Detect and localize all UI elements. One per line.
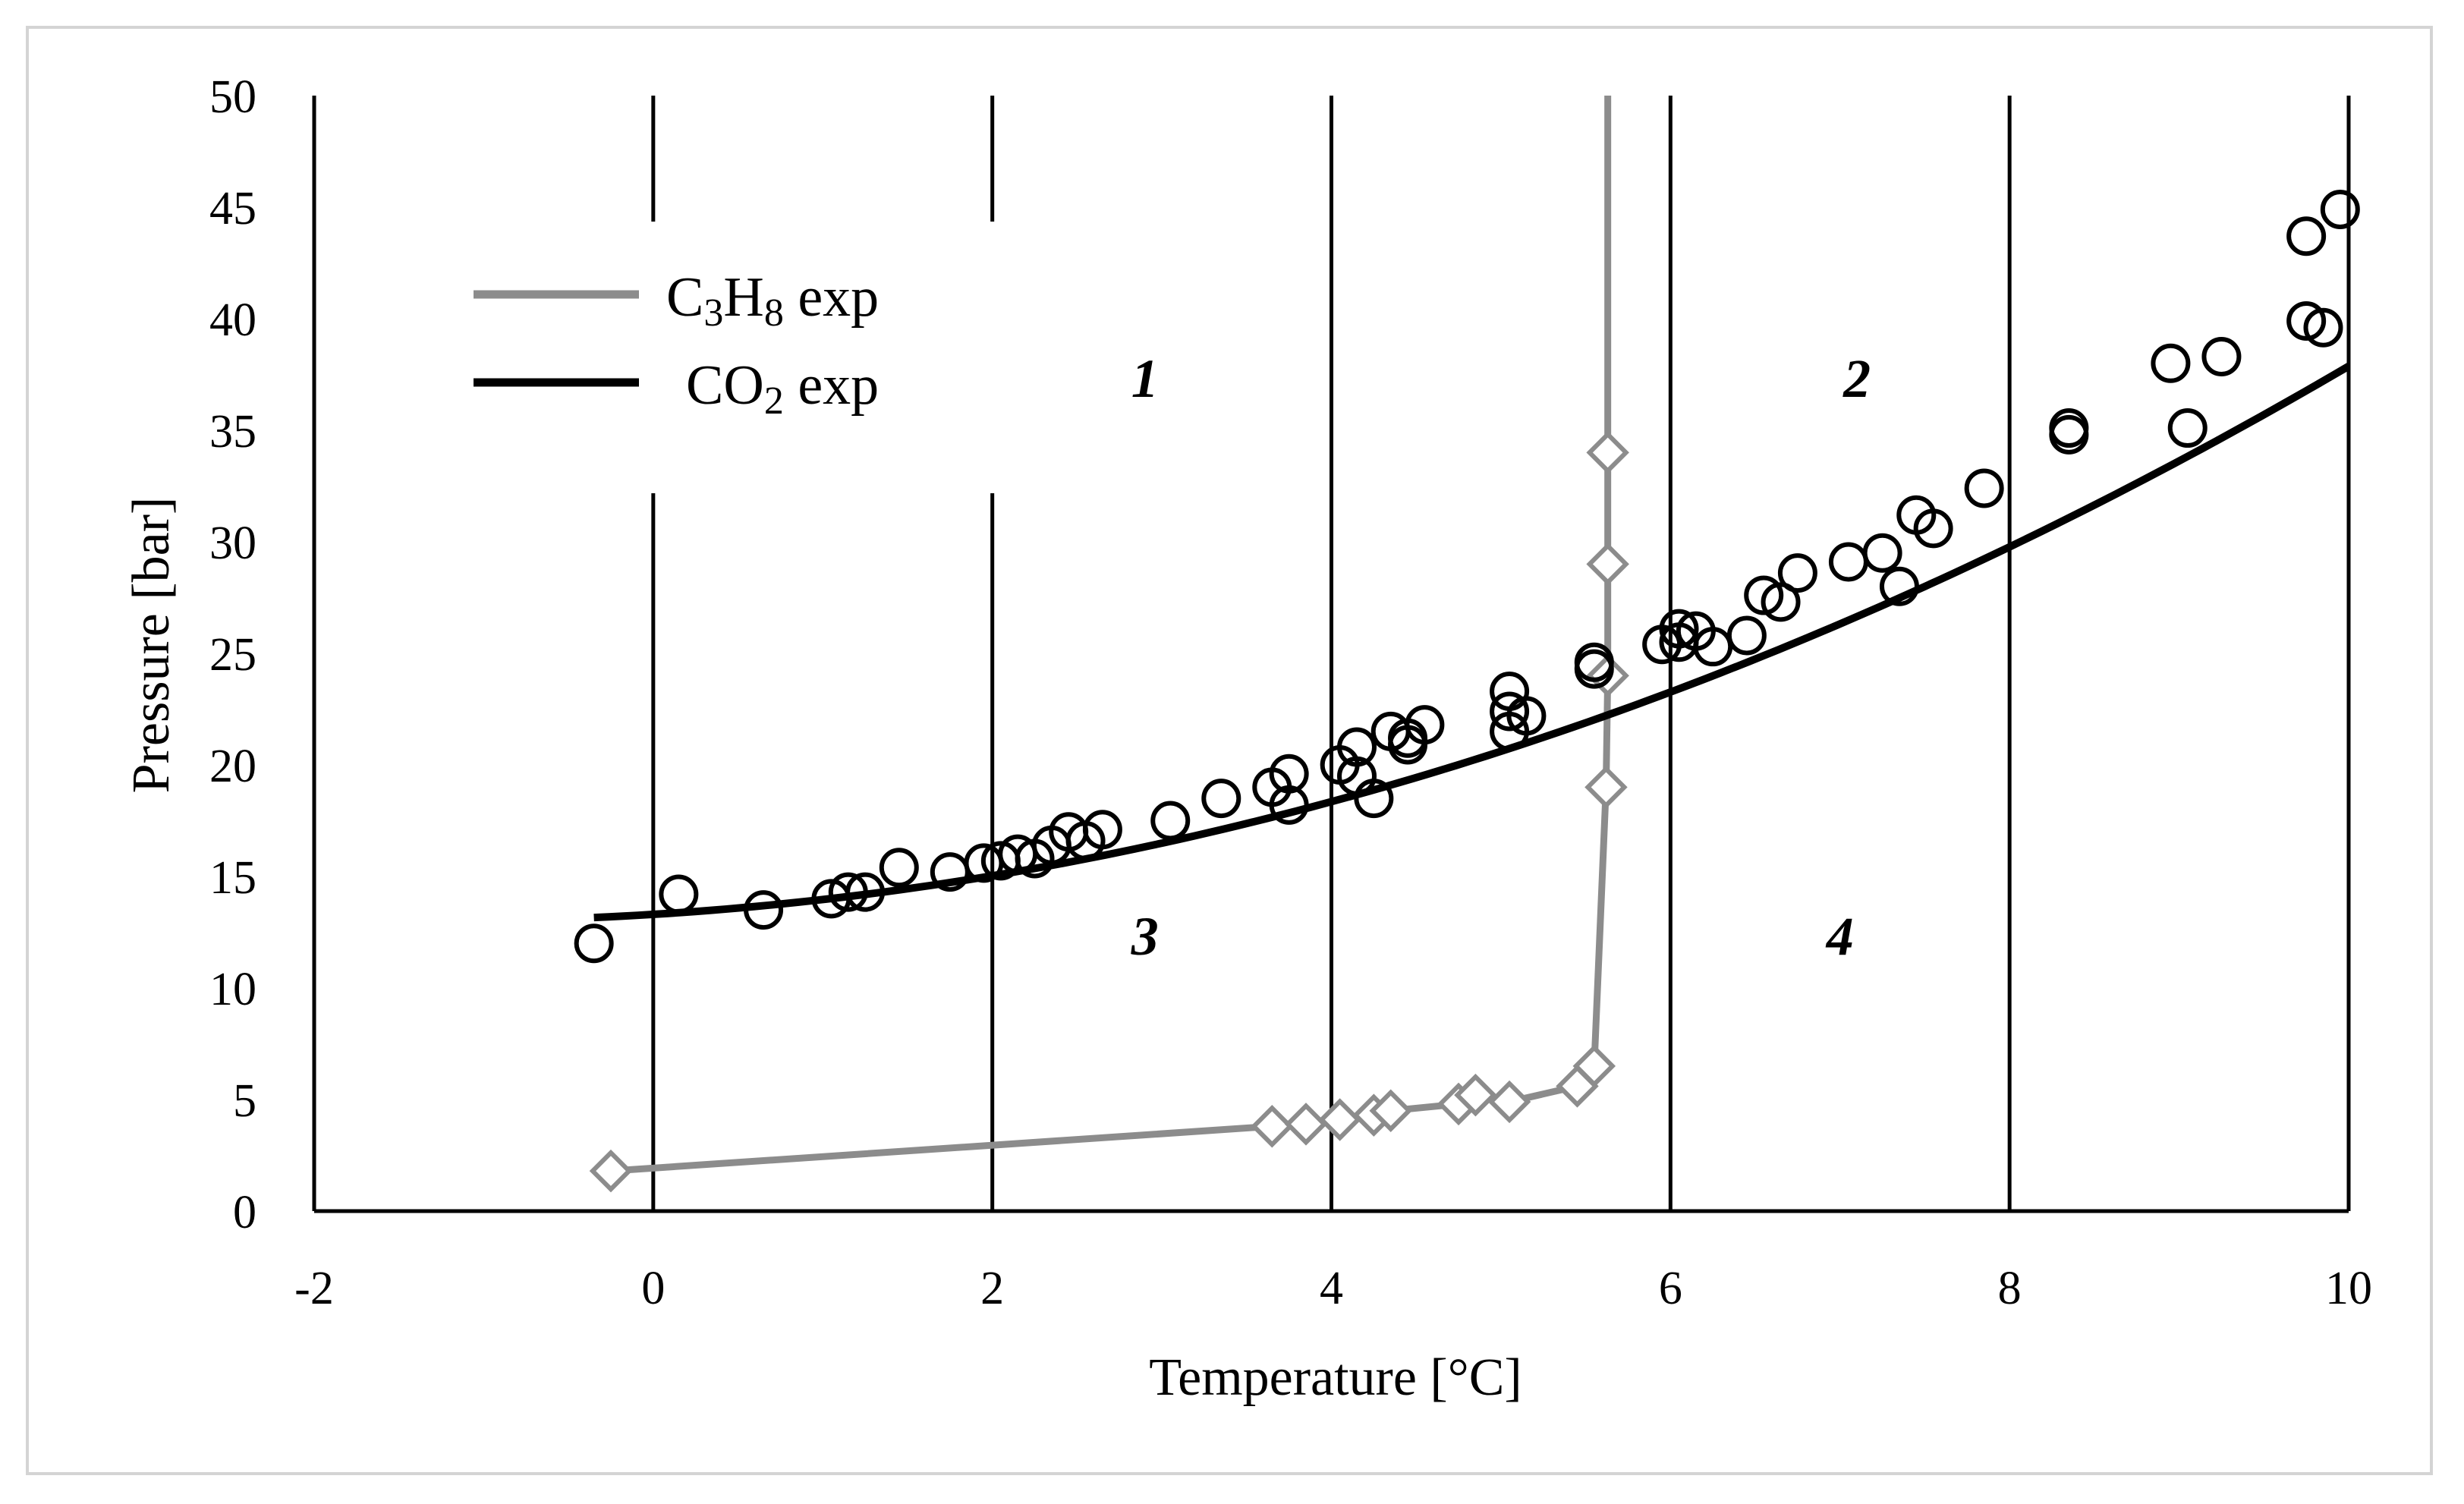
co2-point xyxy=(2049,408,2089,448)
y-tick-label: 10 xyxy=(209,964,256,1015)
c3h8-point xyxy=(1251,1105,1294,1148)
c3h8-point xyxy=(1284,1103,1328,1146)
co2-point xyxy=(2286,300,2327,341)
y-tick-label: 20 xyxy=(209,741,256,792)
co2-point xyxy=(2167,408,2208,448)
legend-label-co2: CO2 exp xyxy=(686,354,879,423)
c3h8-point xyxy=(1318,1098,1361,1141)
co2-point xyxy=(1777,553,1817,593)
c3h8-line xyxy=(610,96,1612,1175)
x-tick-label: 10 xyxy=(2325,1263,2372,1314)
c3h8-point xyxy=(1586,431,1629,474)
y-tick-label: 40 xyxy=(209,294,256,346)
co2-point xyxy=(659,874,699,914)
x-tick-label: 0 xyxy=(641,1263,665,1314)
y-tick-label: 50 xyxy=(209,71,256,123)
co2-fit-line xyxy=(593,363,2351,922)
co2-point xyxy=(1490,691,1530,732)
legend-label-c3h8: C3H8 exp xyxy=(666,266,879,335)
x-tick-label: 6 xyxy=(1659,1263,1682,1314)
co2-point xyxy=(1506,696,1547,736)
legend: C3H8 exp CO2 exp xyxy=(474,266,879,423)
c3h8-point xyxy=(1572,1044,1616,1088)
co2-point xyxy=(1574,642,1614,682)
region-label-3: 3 xyxy=(1131,906,1159,967)
y-tick-label: 0 xyxy=(233,1187,256,1238)
x-tick-label: 4 xyxy=(1320,1263,1343,1314)
co2-point xyxy=(1201,779,1241,819)
chart-frame xyxy=(26,26,2433,1475)
x-axis-title: Temperature [°C] xyxy=(1149,1348,1522,1407)
y-tick-label: 5 xyxy=(233,1075,256,1127)
y-axis-title: Pressure [bar] xyxy=(122,497,181,794)
gridlines xyxy=(651,96,2351,1211)
y-tick-label: 35 xyxy=(209,406,256,458)
co2-point xyxy=(2201,336,2242,376)
y-tick-label: 15 xyxy=(209,852,256,904)
y-tick-label: 25 xyxy=(209,629,256,681)
c3h8-point xyxy=(1487,1080,1531,1124)
labels: Temperature [°C] Pressure [bar] 05101520… xyxy=(122,71,2372,1407)
region-label-2: 2 xyxy=(1842,348,1871,409)
co2-point xyxy=(2286,216,2327,256)
c3h8-point xyxy=(589,1149,633,1193)
y-tick-label: 45 xyxy=(209,183,256,234)
co2-point xyxy=(1150,801,1191,841)
co2-point xyxy=(574,923,614,964)
c3h8-point xyxy=(1584,766,1628,809)
co2-point xyxy=(1337,727,1377,767)
x-tick-label: -2 xyxy=(294,1263,334,1314)
co2-point xyxy=(1726,615,1767,656)
co2-point xyxy=(2303,307,2343,348)
co2-point xyxy=(1659,609,1699,649)
co2-point xyxy=(1761,582,1801,622)
x-tick-label: 2 xyxy=(980,1263,1004,1314)
co2-point xyxy=(1693,627,1733,667)
c3h8-point xyxy=(1586,543,1629,586)
co2-point xyxy=(2320,189,2360,229)
co2-point xyxy=(1913,508,1953,549)
co2-point xyxy=(1862,533,1902,573)
co2-point xyxy=(1490,671,1530,711)
co2-point xyxy=(1828,542,1868,582)
axes xyxy=(312,96,2349,1213)
co2-point xyxy=(879,848,919,888)
co2-point xyxy=(1744,575,1784,615)
co2-point xyxy=(2151,343,2191,383)
c3h8-point xyxy=(1369,1089,1412,1132)
y-tick-label: 30 xyxy=(209,518,256,569)
co2-point xyxy=(1269,754,1309,794)
region-label-1: 1 xyxy=(1131,348,1159,409)
c3h8-point xyxy=(1454,1073,1497,1117)
region-label-4: 4 xyxy=(1825,906,1854,967)
co2-point xyxy=(1405,705,1445,745)
co2-point xyxy=(1964,468,2004,508)
series xyxy=(574,96,2360,1193)
x-tick-label: 8 xyxy=(1998,1263,2022,1314)
co2-point xyxy=(1082,810,1122,850)
